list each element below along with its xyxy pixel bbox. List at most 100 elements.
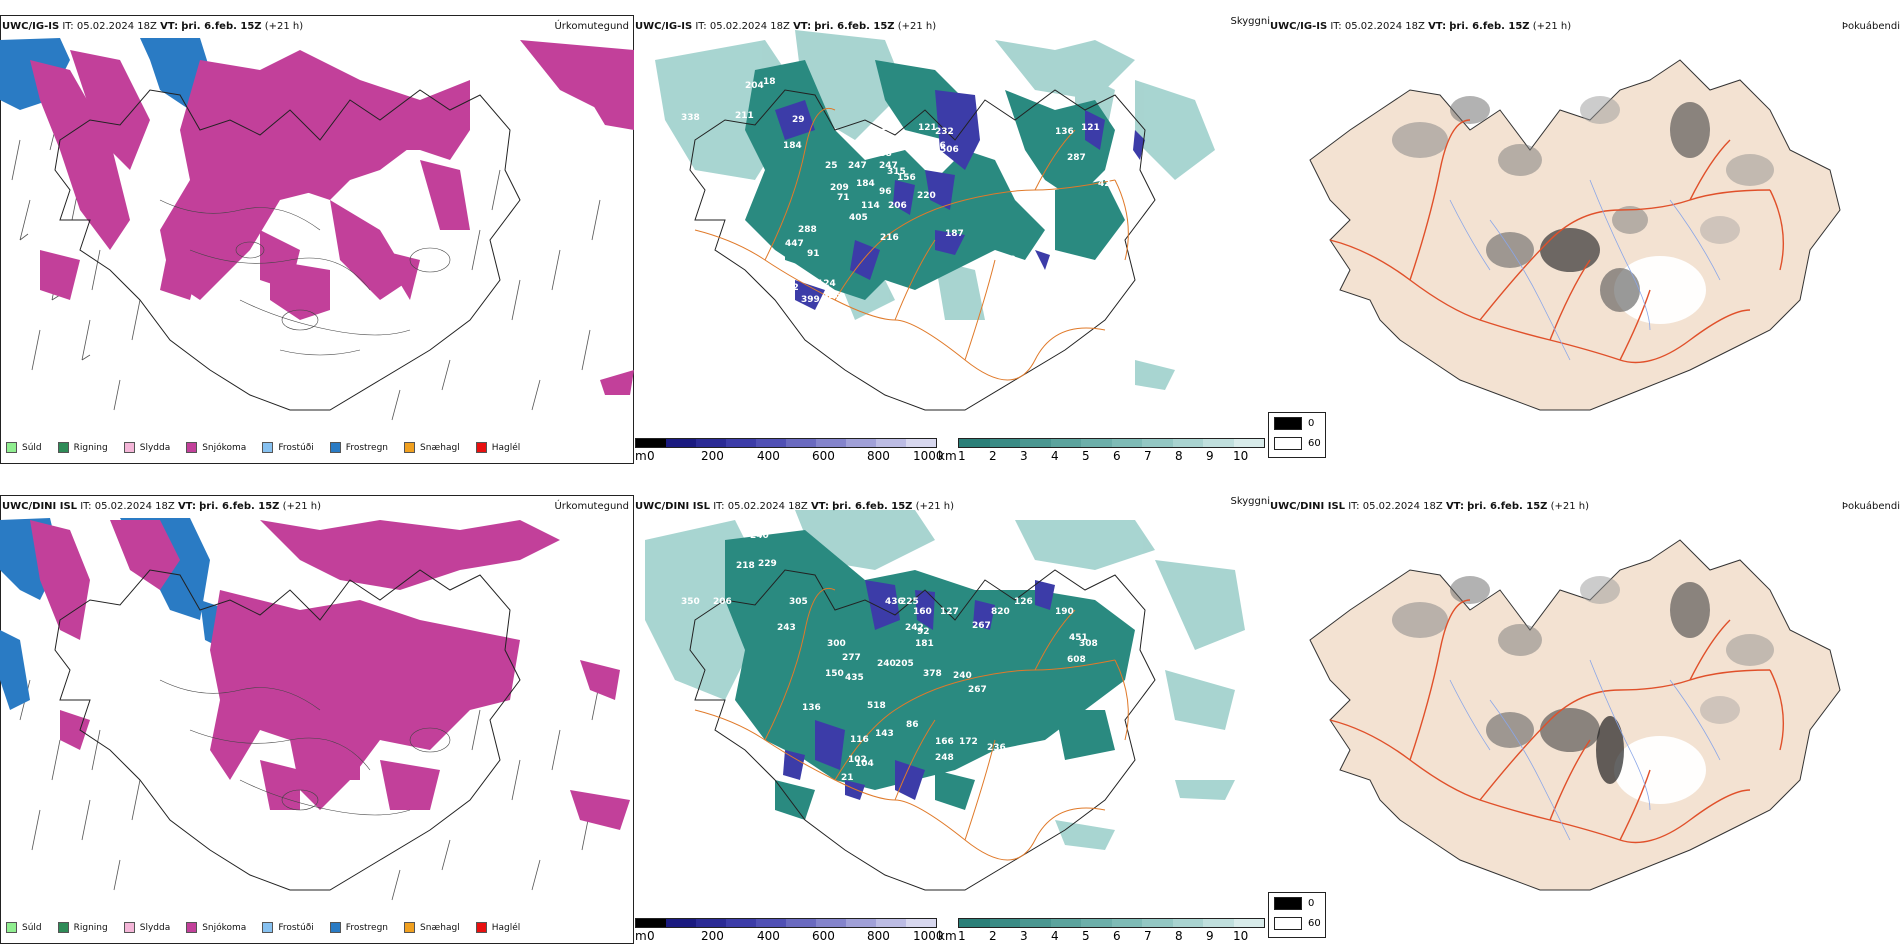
legend-item: Haglél [475,922,520,933]
legend-label: Rigning [73,922,108,933]
colorbar-tick: 5 [1082,929,1090,943]
colorbar-tick: 2 [989,929,997,943]
colorbar-tick: 600 [812,929,835,943]
cloud-base-label: 71 [837,193,850,203]
colorbar-cell [726,439,756,447]
colorbar-cell [1142,439,1173,447]
fog-legend-item: 0 [1269,413,1325,433]
cloud-base-label: 451 [1069,633,1088,643]
fog-panel-row2: UWC/DINI ISL IT: 05.02.2024 18Z VT: þri.… [1270,480,1900,950]
legend-swatch [123,922,135,933]
colorbar-cell [989,439,1020,447]
cloud-base-label: 308 [1079,639,1098,649]
fog-panel-label: Þokuábendi [1841,501,1900,512]
cloud-base-label: 18 [763,77,776,87]
legend-label: Frostregn [345,442,389,453]
legend-label: Slydda [139,442,171,453]
colorbar-cell [816,439,846,447]
cloud-base-label: 225 [900,597,919,607]
colorbar-cell [696,439,726,447]
colorbar-cell [666,919,696,927]
legend-swatch [6,922,17,933]
vt-label: VT: [1445,501,1464,512]
colorbar-km-labels: km 1 2 3 4 5 6 7 8 9 10 [938,449,1268,463]
cloud-base-label: 240 [750,531,769,541]
cloud-base-label: 243 [777,623,796,633]
road-lines [694,108,1129,381]
colorbar-cell [1172,439,1203,447]
panel-title-row1-cloud: UWC/IG-IS IT: 05.02.2024 18Z VT: þri. 6.… [635,21,936,32]
fog-legend-item: 60 [1269,913,1325,933]
model-name: UWC/DINI ISL [1270,501,1346,512]
colorbar-unit: m [635,449,647,463]
colorbar-cell [1111,439,1142,447]
legend-swatch [329,922,341,933]
colorbar-km-labels: km 1 2 3 4 5 6 7 8 9 10 [938,929,1268,943]
panel-title-row2-fog: UWC/DINI ISL IT: 05.02.2024 18Z VT: þri.… [1270,501,1589,512]
legend-swatch [1274,436,1302,450]
vt-value: þri. 6.feb. 15Z [832,501,913,512]
colorbar-tick: 6 [1113,929,1121,943]
precip-frame [0,495,634,944]
colorbar-tick: 400 [757,929,780,943]
cloud-base-label: 240 [877,659,896,669]
cloud-base-label: 256 [927,141,946,151]
model-name: UWC/IG-IS [1270,21,1328,32]
fog-gray-areas [1392,576,1774,804]
colorbar-tick: 600 [812,449,835,463]
legend-label: 60 [1308,437,1321,449]
it-label: IT: [1330,21,1342,32]
colorbar-cell [786,919,816,927]
colorbar-cell [959,439,990,447]
cloud-base-label: 300 [823,307,842,317]
precip-frame [0,15,634,464]
legend-label: 0 [1308,417,1315,429]
cloud-base-label: 163 [997,255,1016,265]
panel-title-row1-fog: UWC/IG-IS IT: 05.02.2024 18Z VT: þri. 6.… [1270,21,1571,32]
vt-value: þri. 6.feb. 15Z [199,501,280,512]
cloud-base-label: 840 [928,551,947,561]
legend-swatch [57,442,69,453]
colorbar-cell [1020,439,1051,447]
cloud-base-label: 100 [1039,741,1058,751]
iceland-outline [54,89,521,411]
it-value: 05.02.2024 18Z [76,21,157,32]
cloud-base-label: 236 [987,743,1006,753]
model-name: UWC/IG-IS [2,21,60,32]
legend-label: 60 [1308,917,1321,929]
colorbar-cell [959,919,990,927]
model-name: UWC/DINI ISL [2,501,78,512]
cloud-base-label: 399 [801,295,820,305]
cloud-base-label: 158 [880,123,899,133]
cloud-base-label: 124 [817,279,836,289]
colorbar-unit: km [938,449,957,463]
lead-time: (+21 h) [1532,21,1572,32]
colorbar-tick: 200 [701,929,724,943]
fog-gray-areas [1392,96,1774,324]
legend-label: Frostúði [278,442,314,453]
rivers [1449,179,1721,361]
legend-item: Frostúði [262,922,314,933]
cloud-base-label: 211 [735,111,754,121]
colorbar-tick: 1000 [913,929,944,943]
colorbar-cell [1172,919,1203,927]
colorbar-tick: 4 [1051,449,1059,463]
rivers [1449,659,1721,841]
cloud-base-label: 136 [802,703,821,713]
colorbar-cell [906,919,936,927]
legend-label: Frostúði [278,922,314,933]
cloud-base-label: 277 [842,653,861,663]
contours [159,199,451,356]
colorbar-cell [1020,919,1051,927]
legend-label: 0 [1308,897,1315,909]
colorbar-tick: 2 [989,449,997,463]
colorbar-cell [756,919,786,927]
cloud-base-label: 42 [1098,179,1111,189]
cloud-base-label: 205 [895,659,914,669]
cloud-base-label: 518 [867,701,886,711]
legend-label: Súld [22,442,42,453]
cloud-base-label: 247 [879,161,898,171]
colorbar-cell [696,919,726,927]
cloud-base-label: 21 [841,773,854,783]
